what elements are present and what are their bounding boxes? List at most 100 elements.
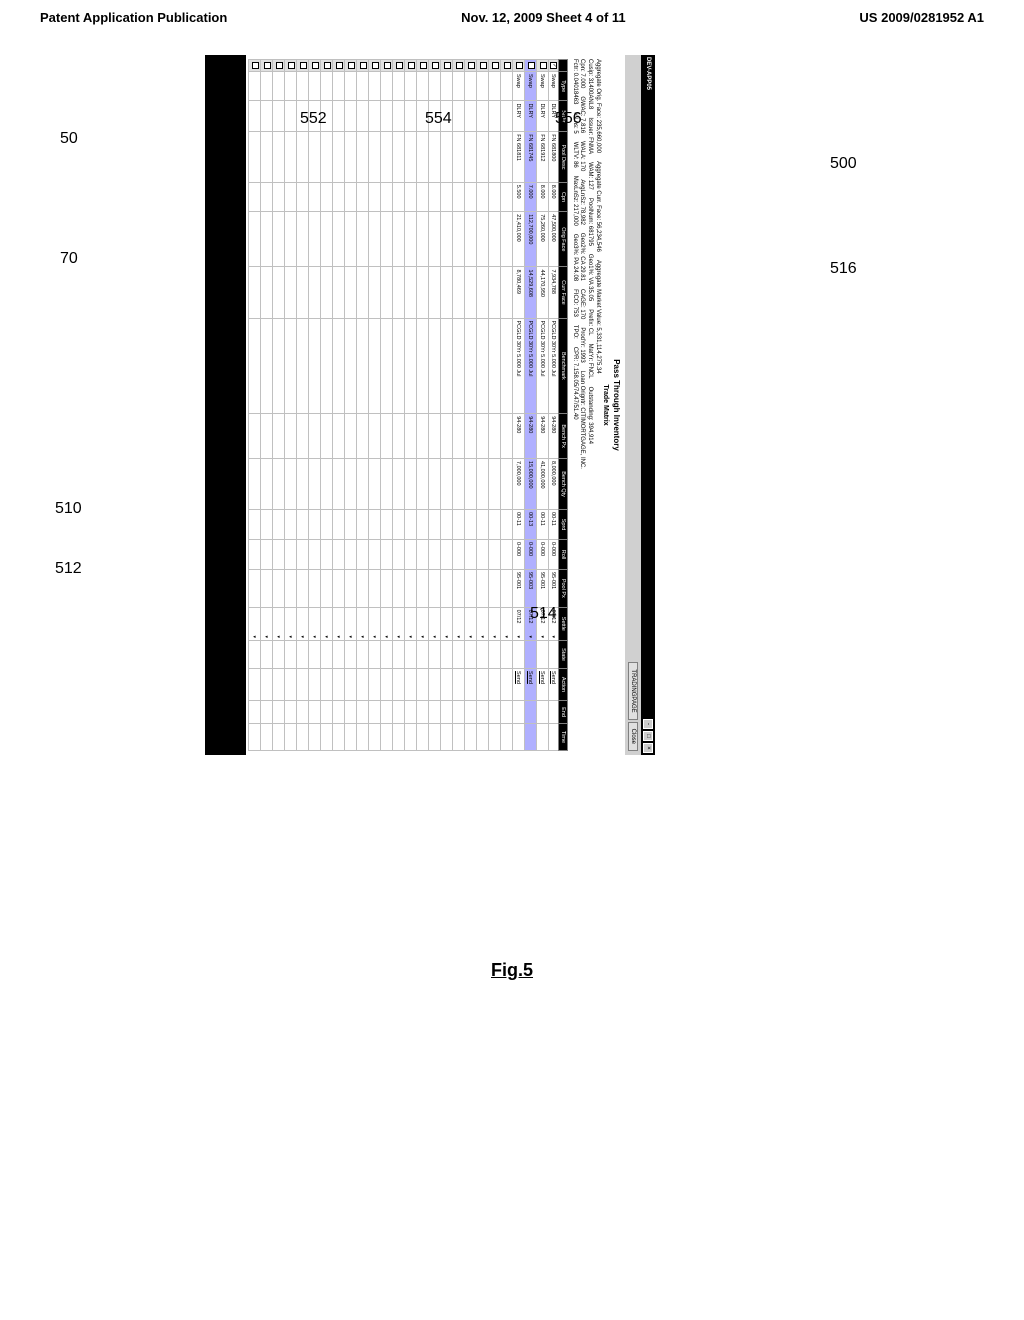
empty-cell [248,641,260,669]
empty-cell [344,570,356,608]
checkbox-icon[interactable] [420,62,427,69]
table-row-empty [320,60,332,751]
action-button[interactable]: Send [512,669,524,701]
cell: 8,000,000 [548,459,558,510]
empty-cell [464,101,476,132]
kv-cpn: Cpn: 7.000 [578,59,586,88]
empty-cell [272,414,284,459]
empty-cell [260,570,272,608]
empty-cell [428,700,440,723]
empty-cell [368,607,380,640]
action-button[interactable]: Send [536,669,548,701]
empty-cell [476,212,488,267]
empty-cell [464,607,476,640]
empty-cell [464,72,476,101]
close-button[interactable]: Close [628,722,638,751]
table-row[interactable]: SwapDLRYFN 6818115.50021,410,0008,780,46… [512,60,524,751]
col-header: Action [558,669,567,701]
close-window-button[interactable]: × [643,743,653,753]
empty-cell [260,669,272,701]
tradingpage-button[interactable]: TRADINGPAGE [628,662,638,719]
empty-cell [356,267,368,318]
checkbox-icon[interactable] [540,62,547,69]
checkbox-icon[interactable] [276,62,283,69]
row-checkbox[interactable] [512,60,524,72]
cell [524,724,536,751]
empty-cell [380,700,392,723]
checkbox-icon[interactable] [456,62,463,69]
row-checkbox[interactable]: ✓ [548,60,558,72]
checkbox-icon[interactable] [324,62,331,69]
empty-cell [356,459,368,510]
checkbox-icon[interactable] [312,62,319,69]
checkbox-icon[interactable] [492,62,499,69]
kv-prodyr: ProdYr: 1993 [578,327,586,362]
table-row[interactable]: SwapDLRYFN 6819128.00075,260,00044,170,9… [536,60,548,751]
empty-cell [248,414,260,459]
table-row[interactable]: ✓SwapDLRYFN 6818008.00047,500,0007,934,7… [548,60,558,751]
cell: 0-000 [536,540,548,570]
empty-cell [260,182,272,211]
checkbox-icon[interactable] [372,62,379,69]
checkbox-icon[interactable] [504,62,511,69]
checkbox-icon[interactable] [396,62,403,69]
empty-cell [260,459,272,510]
checkbox-icon[interactable] [408,62,415,69]
table-row-empty [344,60,356,751]
empty-cell [308,132,320,183]
empty-cell [296,459,308,510]
empty-cell [440,607,452,640]
checkbox-icon[interactable] [444,62,451,69]
checkbox-icon[interactable] [348,62,355,69]
checkbox-icon[interactable] [432,62,439,69]
empty-cell [500,212,512,267]
table-row-empty [452,60,464,751]
checkbox-icon[interactable] [480,62,487,69]
checkbox-icon[interactable]: ✓ [550,62,557,69]
empty-cell [272,60,284,72]
checkbox-icon[interactable] [528,62,535,69]
col-header: Orig Face [558,212,567,267]
col-header: State [558,641,567,669]
empty-cell [296,212,308,267]
empty-cell [260,267,272,318]
empty-cell [488,669,500,701]
table-row[interactable]: SwapDLRYFN 6817457.000112,700,00014,529,… [524,60,536,751]
empty-cell [260,540,272,570]
checkbox-icon[interactable] [360,62,367,69]
empty-cell [392,72,404,101]
settle-dropdown[interactable]: 07/12 [512,607,524,640]
empty-cell [452,459,464,510]
empty-cell [488,212,500,267]
col-header: End [558,700,567,723]
row-checkbox[interactable] [536,60,548,72]
table-row-empty [248,60,260,751]
empty-cell [392,570,404,608]
empty-cell [488,607,500,640]
checkbox-icon[interactable] [264,62,271,69]
empty-cell [260,414,272,459]
empty-cell [332,607,344,640]
cell: DLRY [512,101,524,132]
checkbox-icon[interactable] [468,62,475,69]
empty-cell [452,570,464,608]
action-button[interactable]: Send [524,669,536,701]
minimize-button[interactable]: - [643,719,653,729]
cell: PCGLD 30Yr 5.000 Jul [512,318,524,414]
checkbox-icon[interactable] [300,62,307,69]
empty-cell [332,540,344,570]
kv-loanorig: Loan Origntr: CITIMORTGAGE, INC. [578,371,586,469]
empty-cell [476,607,488,640]
checkbox-icon[interactable] [384,62,391,69]
checkbox-icon[interactable] [516,62,523,69]
action-button[interactable]: Send [548,669,558,701]
checkbox-icon[interactable] [252,62,259,69]
empty-cell [392,60,404,72]
empty-cell [296,641,308,669]
empty-cell [356,540,368,570]
checkbox-icon[interactable] [288,62,295,69]
row-checkbox[interactable] [524,60,536,72]
maximize-button[interactable]: □ [643,731,653,741]
empty-cell [428,60,440,72]
checkbox-icon[interactable] [336,62,343,69]
